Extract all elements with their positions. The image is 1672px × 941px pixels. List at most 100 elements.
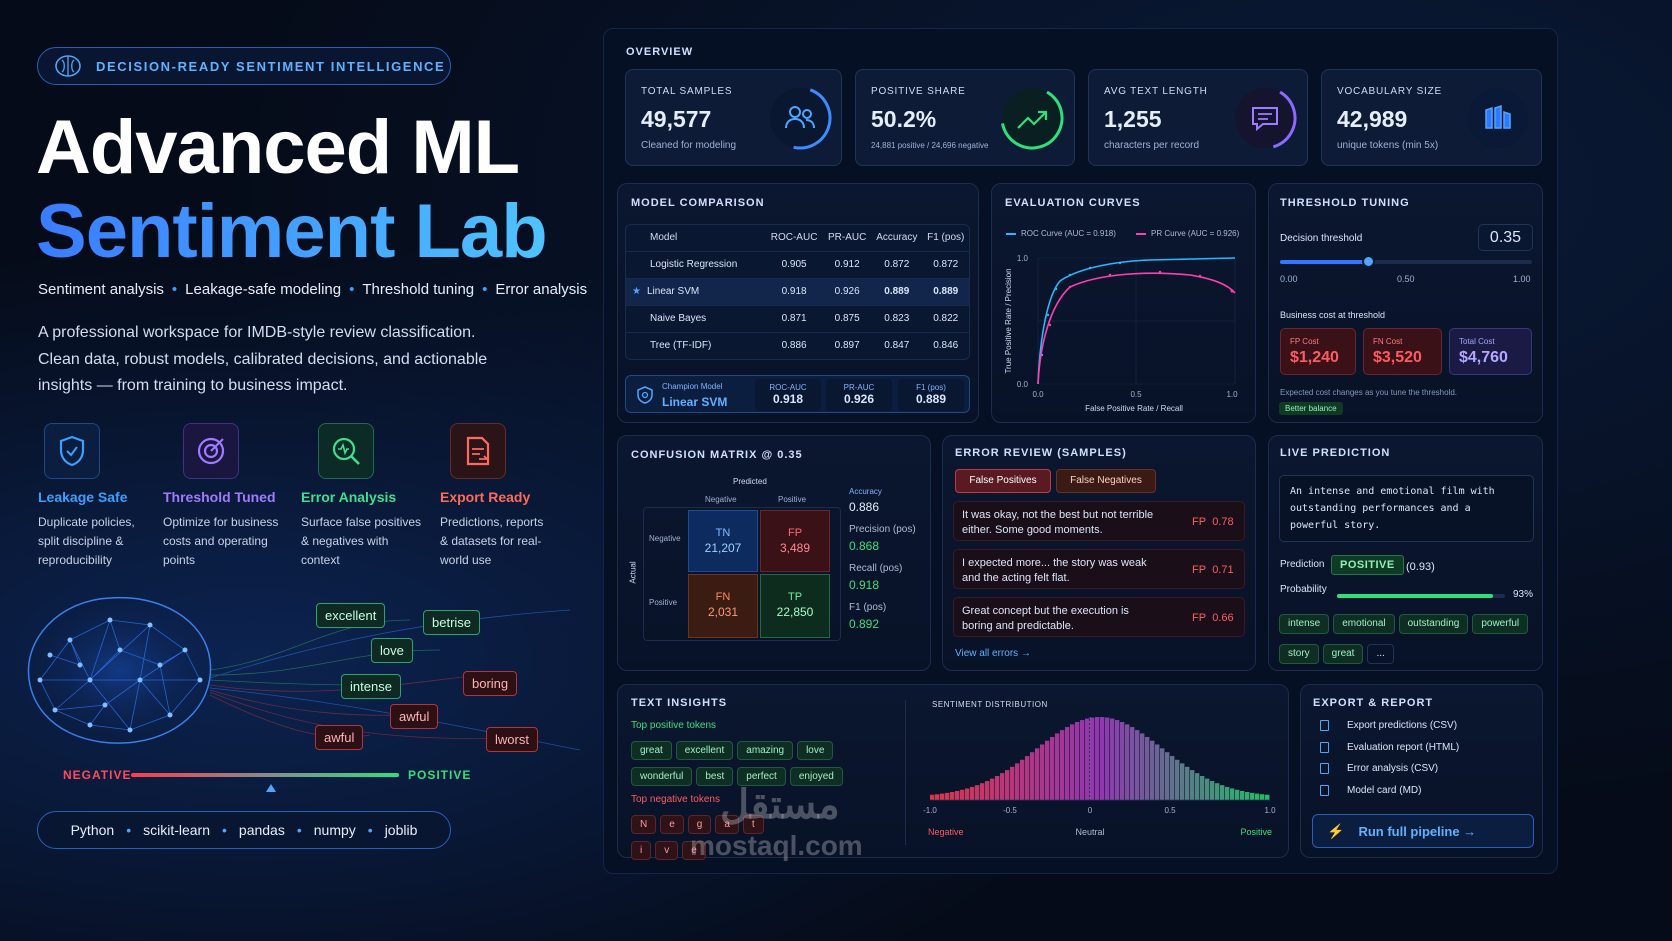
slider-handle[interactable] [1362, 255, 1376, 268]
histogram-bar [955, 790, 960, 800]
token-chip: story [1279, 644, 1319, 664]
text-line: and the acting felt flat. [962, 572, 1070, 584]
trend-up-icon [1000, 86, 1064, 150]
export-item[interactable]: Export predictions (CSV) [1320, 720, 1459, 742]
cell-label: FN [715, 591, 731, 603]
feature-title: Error Analysis [301, 489, 397, 505]
tab-false-negatives[interactable]: False Negatives [1056, 469, 1156, 493]
threshold-slider[interactable] [1280, 255, 1532, 268]
histogram-bar [1225, 786, 1230, 800]
histogram-bar [1205, 778, 1210, 800]
positive-label: POSITIVE [408, 768, 472, 782]
matrix-grid [643, 507, 841, 641]
kpi-sub: Cleaned for modeling [641, 140, 737, 151]
x-tick: 0.0 [1032, 390, 1044, 399]
export-label: Error analysis (CSV) [1347, 763, 1439, 775]
histogram-bar [1160, 748, 1165, 800]
token-chip: v [655, 841, 679, 860]
metric-label: ROC-AUC [769, 383, 807, 392]
histogram-bar [1140, 733, 1145, 800]
histogram-bar [1115, 720, 1120, 800]
token-chip: a [715, 815, 739, 834]
score-value: 0.71 [1212, 564, 1234, 576]
histogram-bar [1040, 744, 1045, 800]
error-item[interactable]: Great concept but the execution is boring… [953, 597, 1245, 637]
cell-label: FP [787, 527, 803, 539]
metric-label: Precision (pos) [849, 524, 916, 535]
col-header: F1 (pos) [927, 232, 965, 244]
histogram-bar [1015, 763, 1020, 800]
histogram-bar [1135, 730, 1140, 800]
cell: 0.871 [781, 313, 807, 324]
desc-line: A professional workspace for IMDB-style … [38, 324, 476, 341]
export-item[interactable]: Model card (MD) [1320, 784, 1459, 807]
export-item[interactable]: Evaluation report (HTML) [1320, 741, 1459, 764]
kpi-value: 42,989 [1337, 106, 1408, 132]
tab-false-positives[interactable]: False Positives [955, 469, 1051, 493]
kpi-vocabulary-size: VOCABULARY SIZE 42,989 unique tokens (mi… [1321, 69, 1542, 166]
error-review-title: ERROR REVIEW (SAMPLES) [955, 447, 1127, 459]
error-item[interactable]: It was okay, not the best but not terrib… [953, 501, 1245, 541]
view-all-errors-link[interactable]: View all errors → [955, 648, 1031, 659]
token-awful: awful [390, 704, 439, 729]
histogram-bar [1155, 744, 1160, 800]
body-line: points [163, 553, 196, 567]
threshold-panel [1268, 183, 1543, 423]
table-row[interactable]: Tree (TF-IDF) 0.886 0.897 0.847 0.846 [626, 332, 969, 359]
token-chip: outstanding [1398, 614, 1469, 634]
histogram-bar [1130, 727, 1135, 800]
kpi-total-samples: TOTAL SAMPLES 49,577 Cleaned for modelin… [625, 69, 842, 166]
more-tokens[interactable]: ... [1367, 644, 1394, 664]
row-positive: Positive [649, 598, 678, 607]
y-axis-label: True Positive Rate / Precision [1004, 268, 1013, 373]
text-insights-title: TEXT INSIGHTS [631, 697, 728, 709]
live-prediction-title: LIVE PREDICTION [1280, 447, 1391, 459]
champion-model-card: Champion Model Linear SVM ROC-AUC 0.918 P… [625, 375, 970, 413]
feature-body: Predictions, reports & datasets for real-… [440, 513, 543, 570]
cell: 0.889 [884, 286, 910, 297]
histogram-bar [1100, 717, 1105, 800]
cell: 0.886 [781, 340, 807, 352]
histogram-bar [1215, 783, 1220, 800]
metric-label: F1 (pos) [849, 602, 887, 613]
token-chip: perfect [737, 767, 786, 786]
star-icon: ★ [632, 286, 641, 297]
metric-value: 0.892 [849, 617, 880, 631]
export-item[interactable]: Error analysis (CSV) [1320, 763, 1459, 785]
cell: 0.847 [884, 340, 910, 352]
error-text: Great concept but the execution is boring… [962, 604, 1129, 634]
histogram-bar [1010, 766, 1015, 800]
users-icon [768, 86, 832, 150]
x-tick: -1.0 [923, 806, 937, 815]
x-tick: 1.0 [1264, 806, 1276, 815]
positive-axis-label: Positive [1240, 827, 1272, 837]
legend-swatch [1136, 232, 1146, 235]
library-icon [1468, 88, 1528, 148]
histogram-bar [1180, 763, 1185, 800]
brain-icon [55, 55, 81, 77]
error-item[interactable]: I expected more... the story was weak and… [953, 549, 1245, 589]
table-row[interactable]: Logistic Regression 0.905 0.912 0.872 0.872 [626, 251, 969, 278]
table-row[interactable]: Naive Bayes 0.871 0.875 0.823 0.822 [626, 305, 969, 332]
divider [905, 700, 906, 845]
token-chip: amazing [737, 741, 794, 760]
run-pipeline-button[interactable]: ⚡ Run full pipeline → [1312, 814, 1534, 848]
champion-metric: PR-AUC 0.926 [826, 379, 892, 411]
table-row-selected[interactable]: ★ Linear SVM 0.918 0.926 0.889 0.889 [626, 278, 969, 305]
prediction-confidence: (0.93) [1406, 561, 1435, 573]
error-score: FP 0.71 [1192, 564, 1234, 576]
metric-value: 0.918 [849, 578, 880, 592]
message-icon [1233, 86, 1297, 150]
token-chip: excellent [675, 741, 734, 760]
body-line: split discipline & [38, 534, 124, 548]
better-balance-badge: Better balance [1279, 402, 1343, 415]
histogram-bar [1030, 752, 1035, 800]
error-text: I expected more... the story was weak and… [962, 556, 1147, 586]
negative-tokens-title: Top negative tokens [631, 794, 720, 805]
cost-label: FP Cost [1290, 337, 1319, 346]
token-betrise: betrise [423, 610, 481, 635]
histogram-bar [1095, 717, 1100, 800]
threshold-value-box[interactable]: 0.35 [1478, 224, 1533, 251]
review-input[interactable]: An intense and emotional film with outst… [1279, 475, 1534, 542]
histogram-bar [940, 793, 945, 800]
